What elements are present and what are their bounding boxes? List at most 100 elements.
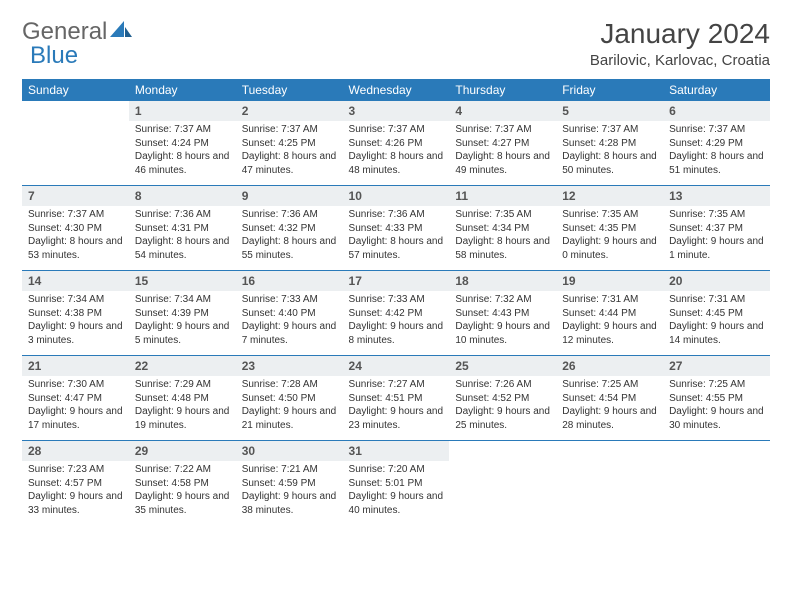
day-cell: Sunrise: 7:23 AMSunset: 4:57 PMDaylight:… (22, 461, 129, 525)
daylight-text: Daylight: 8 hours and 54 minutes. (135, 235, 230, 262)
day-cell: Sunrise: 7:31 AMSunset: 4:45 PMDaylight:… (663, 291, 770, 356)
daynum-row: 78910111213 (22, 186, 770, 206)
daylight-text: Daylight: 9 hours and 12 minutes. (562, 320, 657, 347)
day-number: 23 (236, 356, 343, 376)
content-row: Sunrise: 7:37 AMSunset: 4:30 PMDaylight:… (22, 206, 770, 271)
sunrise-text: Sunrise: 7:23 AM (28, 463, 123, 477)
sunset-text: Sunset: 4:45 PM (669, 307, 764, 321)
daylight-text: Daylight: 8 hours and 47 minutes. (242, 150, 337, 177)
sunset-text: Sunset: 4:28 PM (562, 137, 657, 151)
daylight-text: Daylight: 9 hours and 25 minutes. (455, 405, 550, 432)
title-block: January 2024 Barilovic, Karlovac, Croati… (590, 18, 770, 69)
day-cell: Sunrise: 7:37 AMSunset: 4:28 PMDaylight:… (556, 121, 663, 186)
sunset-text: Sunset: 4:57 PM (28, 477, 123, 491)
daylight-text: Daylight: 8 hours and 50 minutes. (562, 150, 657, 177)
day-cell: Sunrise: 7:20 AMSunset: 5:01 PMDaylight:… (343, 461, 450, 525)
daylight-text: Daylight: 8 hours and 53 minutes. (28, 235, 123, 262)
sunset-text: Sunset: 4:33 PM (349, 222, 444, 236)
day-number: 3 (343, 101, 450, 121)
dow-sun: Sunday (22, 79, 129, 101)
day-cell: Sunrise: 7:28 AMSunset: 4:50 PMDaylight:… (236, 376, 343, 441)
day-cell: Sunrise: 7:22 AMSunset: 4:58 PMDaylight:… (129, 461, 236, 525)
sunrise-text: Sunrise: 7:37 AM (349, 123, 444, 137)
day-number: 13 (663, 186, 770, 206)
daylight-text: Daylight: 9 hours and 21 minutes. (242, 405, 337, 432)
sunrise-text: Sunrise: 7:37 AM (562, 123, 657, 137)
sunset-text: Sunset: 5:01 PM (349, 477, 444, 491)
sunrise-text: Sunrise: 7:36 AM (135, 208, 230, 222)
day-cell: Sunrise: 7:25 AMSunset: 4:54 PMDaylight:… (556, 376, 663, 441)
day-cell: Sunrise: 7:35 AMSunset: 4:34 PMDaylight:… (449, 206, 556, 271)
day-cell: Sunrise: 7:36 AMSunset: 4:32 PMDaylight:… (236, 206, 343, 271)
day-number: 21 (22, 356, 129, 376)
day-number: 28 (22, 441, 129, 461)
sunrise-text: Sunrise: 7:37 AM (242, 123, 337, 137)
daylight-text: Daylight: 8 hours and 46 minutes. (135, 150, 230, 177)
day-number: 24 (343, 356, 450, 376)
sunrise-text: Sunrise: 7:35 AM (562, 208, 657, 222)
content-row: Sunrise: 7:23 AMSunset: 4:57 PM Daylight:… (22, 461, 770, 525)
day-cell: Sunrise: 7:32 AMSunset: 4:43 PMDaylight:… (449, 291, 556, 356)
dow-fri: Friday (556, 79, 663, 101)
day-number: 15 (129, 271, 236, 291)
sunrise-text: Sunrise: 7:35 AM (455, 208, 550, 222)
daylight-text: Daylight: 9 hours and 10 minutes. (455, 320, 550, 347)
sunset-text: Sunset: 4:39 PM (135, 307, 230, 321)
daylight-text: Daylight: 9 hours and 40 minutes. (349, 490, 444, 517)
day-cell: Sunrise: 7:37 AMSunset: 4:24 PMDaylight:… (129, 121, 236, 186)
sunset-text: Sunset: 4:30 PM (28, 222, 123, 236)
day-cell: Sunrise: 7:26 AMSunset: 4:52 PMDaylight:… (449, 376, 556, 441)
day-number: 31 (343, 441, 450, 461)
day-cell: Sunrise: 7:37 AMSunset: 4:27 PMDaylight:… (449, 121, 556, 186)
daylight-text: Daylight: 9 hours and 35 minutes. (135, 490, 230, 517)
sunrise-text: Sunrise: 7:25 AM (669, 378, 764, 392)
sunset-text: Sunset: 4:51 PM (349, 392, 444, 406)
daylight-text: Daylight: 9 hours and 0 minutes. (562, 235, 657, 262)
day-number: 4 (449, 101, 556, 121)
sunrise-text: Sunrise: 7:20 AM (349, 463, 444, 477)
day-cell: Sunrise: 7:30 AMSunset: 4:47 PMDaylight:… (22, 376, 129, 441)
sunset-text: Sunset: 4:29 PM (669, 137, 764, 151)
day-number: 1 (129, 101, 236, 121)
sunset-text: Sunset: 4:54 PM (562, 392, 657, 406)
daylight-text: Daylight: 9 hours and 3 minutes. (28, 320, 123, 347)
sunset-text: Sunset: 4:35 PM (562, 222, 657, 236)
sunset-text: Sunset: 4:27 PM (455, 137, 550, 151)
sunrise-text: Sunrise: 7:25 AM (562, 378, 657, 392)
daylight-text: Daylight: 9 hours and 14 minutes. (669, 320, 764, 347)
logo-sail-icon (110, 18, 132, 46)
day-cell: Sunrise: 7:29 AMSunset: 4:48 PMDaylight:… (129, 376, 236, 441)
daylight-text: Daylight: 8 hours and 51 minutes. (669, 150, 764, 177)
daylight-text: Daylight: 9 hours and 7 minutes. (242, 320, 337, 347)
month-title: January 2024 (590, 18, 770, 50)
sunset-text: Sunset: 4:25 PM (242, 137, 337, 151)
daylight-text: Daylight: 9 hours and 28 minutes. (562, 405, 657, 432)
content-row: Sunrise: 7:37 AMSunset: 4:24 PMDaylight:… (22, 121, 770, 186)
day-number (449, 441, 556, 461)
day-number: 26 (556, 356, 663, 376)
day-number: 19 (556, 271, 663, 291)
content-row: Sunrise: 7:30 AMSunset: 4:47 PMDaylight:… (22, 376, 770, 441)
day-cell: Sunrise: 7:37 AMSunset: 4:30 PMDaylight:… (22, 206, 129, 271)
sunrise-text: Sunrise: 7:31 AM (669, 293, 764, 307)
day-cell: Sunrise: 7:35 AMSunset: 4:37 PMDaylight:… (663, 206, 770, 271)
day-cell: Sunrise: 7:34 AMSunset: 4:38 PMDaylight:… (22, 291, 129, 356)
daylight-text: Daylight: 8 hours and 55 minutes. (242, 235, 337, 262)
day-number: 11 (449, 186, 556, 206)
day-cell: Sunrise: 7:31 AMSunset: 4:44 PMDaylight:… (556, 291, 663, 356)
day-number: 7 (22, 186, 129, 206)
sunrise-text: Sunrise: 7:26 AM (455, 378, 550, 392)
header: General January 2024 Barilovic, Karlovac… (22, 18, 770, 69)
dow-row: Sunday Monday Tuesday Wednesday Thursday… (22, 79, 770, 101)
sunset-text: Sunset: 4:47 PM (28, 392, 123, 406)
sunrise-text: Sunrise: 7:36 AM (242, 208, 337, 222)
daylight-text: Daylight: 9 hours and 38 minutes. (242, 490, 337, 517)
dow-tue: Tuesday (236, 79, 343, 101)
sunset-text: Sunset: 4:26 PM (349, 137, 444, 151)
day-cell (449, 461, 556, 525)
daylight-text: Daylight: 9 hours and 8 minutes. (349, 320, 444, 347)
sunset-text: Sunset: 4:38 PM (28, 307, 123, 321)
day-number: 14 (22, 271, 129, 291)
logo-text-2: Blue (30, 42, 78, 69)
daynum-row: 28293031 (22, 441, 770, 461)
